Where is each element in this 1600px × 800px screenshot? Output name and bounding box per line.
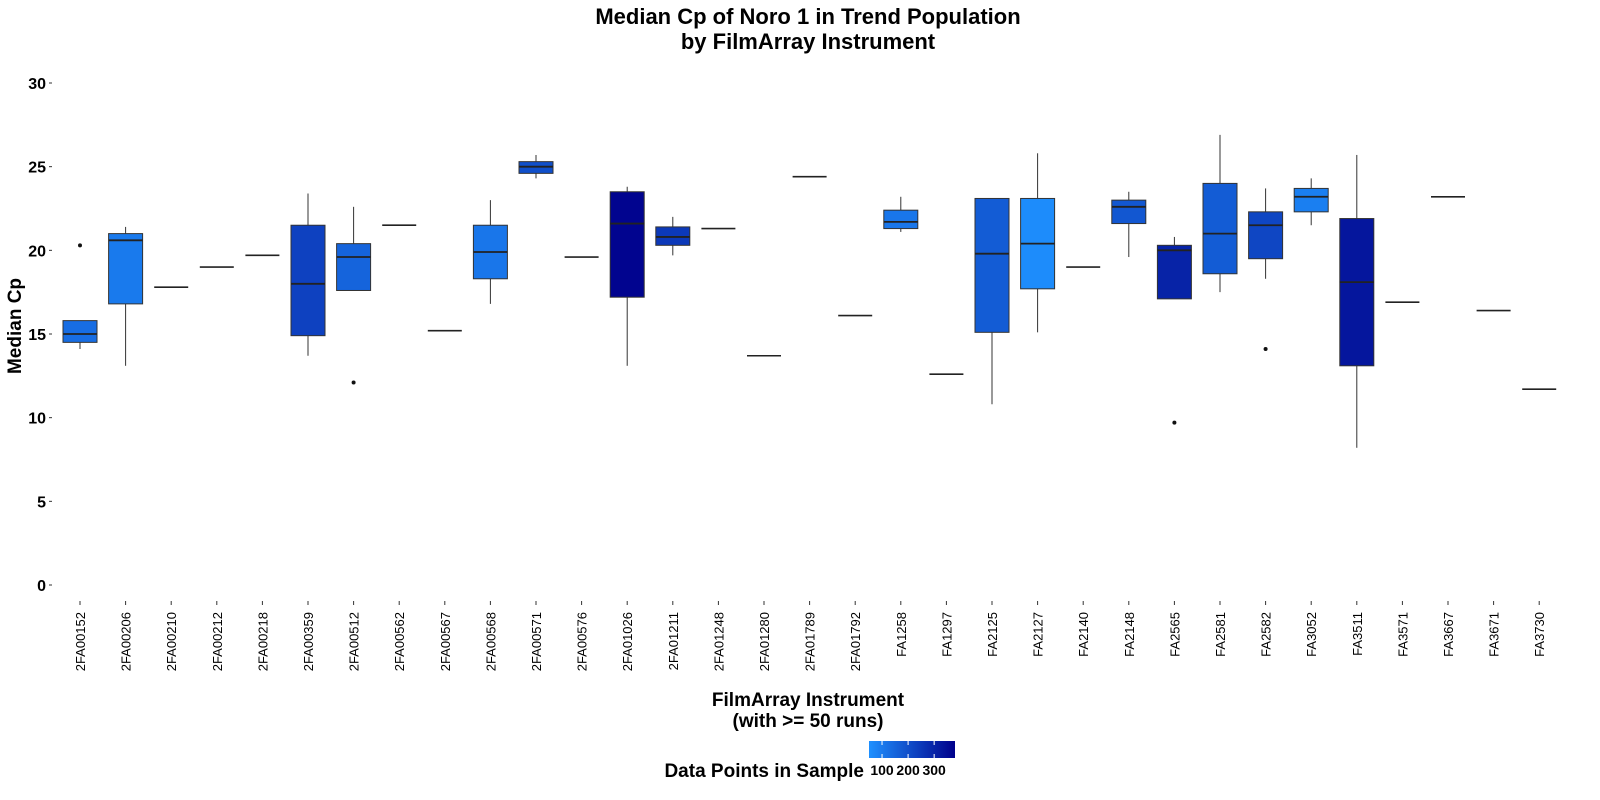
legend-tick-label: 100	[870, 762, 894, 778]
x-tick-label: 2FA00359	[301, 612, 316, 671]
box-FA1258	[883, 196, 919, 232]
x-tick-label: 2FA00210	[164, 612, 179, 671]
x-tick-label: FA3511	[1350, 612, 1365, 656]
x-tick-label: FA3730	[1532, 612, 1547, 657]
x-tick-label: FA2127	[1031, 612, 1046, 657]
box-iqr	[1202, 182, 1238, 275]
box-iqr	[974, 197, 1010, 333]
box-FA3052	[1293, 178, 1329, 226]
y-axis-title: Median Cp	[5, 278, 26, 374]
box-2FA00568	[472, 200, 508, 304]
x-tick-label: 2FA01248	[711, 612, 726, 671]
x-tick-label: 2FA00576	[575, 612, 590, 671]
box-FA2582	[1248, 188, 1284, 352]
x-tick-label: 2FA01211	[666, 612, 681, 670]
box-2FA00152	[62, 243, 98, 350]
x-tick-label: 2FA00206	[119, 612, 134, 671]
outlier-point	[78, 243, 82, 248]
x-tick-label: FA2140	[1076, 612, 1091, 657]
x-tick-label: 2FA00571	[529, 612, 544, 671]
x-tick-label: FA3571	[1395, 612, 1410, 657]
box-iqr	[1248, 211, 1284, 260]
box-2FA00571	[518, 154, 554, 179]
y-tick-label: 25	[28, 160, 46, 177]
box-FA3511	[1339, 154, 1375, 448]
x-tick-label: 2FA00562	[392, 612, 407, 671]
legend-title: Data Points in Sample	[664, 761, 864, 782]
x-tick-label: FA1297	[939, 612, 954, 657]
chart-title-line-2: by FilmArray Instrument	[681, 29, 936, 54]
x-tick-label: 2FA01789	[803, 612, 818, 671]
y-tick-label: 30	[28, 76, 46, 93]
x-axis-title-line-1: FilmArray Instrument	[712, 690, 905, 711]
box-FA2125	[974, 197, 1010, 405]
box-FA2148	[1111, 191, 1147, 258]
box-iqr	[290, 224, 326, 337]
box-2FA00359	[290, 193, 326, 356]
box-iqr	[336, 243, 372, 291]
y-tick-label: 10	[28, 411, 46, 428]
x-tick-label: 2FA00512	[347, 612, 362, 671]
box-iqr	[62, 320, 98, 343]
x-tick-label: 2FA00212	[210, 612, 225, 671]
x-tick-label: 2FA01280	[757, 612, 772, 671]
x-tick-label: 2FA00152	[73, 612, 88, 671]
box-iqr	[1156, 244, 1192, 300]
x-tick-label: 2FA00567	[438, 612, 453, 671]
x-axis-title-line-2: (with >= 50 runs)	[733, 711, 884, 732]
x-tick-label: FA2565	[1167, 612, 1182, 657]
box-iqr	[1111, 199, 1147, 225]
box-iqr	[1293, 187, 1329, 213]
outlier-point	[351, 380, 356, 385]
box-iqr	[609, 191, 645, 298]
box-iqr	[883, 209, 919, 230]
legend-tick-label: 300	[922, 762, 946, 778]
box-iqr	[108, 233, 144, 305]
y-tick-label: 5	[37, 494, 46, 511]
x-tick-label: FA3052	[1304, 612, 1319, 657]
x-tick-label: FA2125	[985, 612, 1000, 657]
y-axis: 0 5 10 15 20 25 30	[28, 76, 52, 595]
box-FA2565	[1156, 236, 1192, 425]
legend-colorbar	[869, 741, 955, 758]
boxes-layer	[62, 134, 1557, 448]
x-tick-label: 2FA00218	[255, 612, 270, 671]
x-tick-label: FA1258	[894, 612, 909, 657]
box-FA2127	[1020, 153, 1056, 333]
box-FA2581	[1202, 134, 1238, 293]
legend: Data Points in Sample 100 200 300	[664, 741, 955, 782]
y-tick-label: 0	[37, 578, 46, 595]
box-2FA01211	[655, 216, 691, 256]
x-tick-label: FA2148	[1122, 612, 1137, 657]
x-tick-label: FA3667	[1441, 612, 1456, 657]
box-iqr	[1339, 218, 1375, 367]
x-tick-label: 2FA00568	[483, 612, 498, 671]
x-axis: 2FA00152 2FA00206 2FA00210 2FA00212 2FA00218…	[73, 601, 1547, 671]
chart-title: Median Cp of Noro 1 in Trend Population …	[595, 4, 1020, 54]
box-2FA00206	[108, 226, 144, 366]
y-tick-label: 20	[28, 243, 46, 260]
y-tick-label: 15	[28, 327, 46, 344]
legend-tick-label: 200	[896, 762, 920, 778]
x-tick-label: 2FA01026	[620, 612, 635, 671]
legend-ticks: 100 200 300	[870, 741, 946, 778]
outlier-point	[1263, 347, 1268, 352]
box-2FA00512	[336, 206, 372, 385]
x-tick-label: FA2582	[1259, 612, 1274, 657]
outlier-point	[1172, 420, 1177, 425]
chart-title-line-1: Median Cp of Noro 1 in Trend Population	[595, 4, 1020, 29]
x-tick-label: FA3671	[1487, 612, 1502, 657]
x-axis-title: FilmArray Instrument (with >= 50 runs)	[712, 690, 905, 732]
x-tick-label: 2FA01792	[848, 612, 863, 671]
x-tick-label: FA2581	[1213, 612, 1228, 657]
box-2FA01026	[609, 186, 645, 366]
